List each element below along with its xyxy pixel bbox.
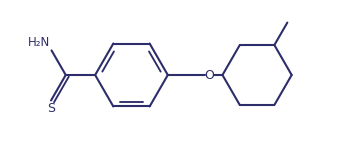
Text: O: O [204,69,214,81]
Text: S: S [47,102,55,115]
Text: H₂N: H₂N [28,36,50,49]
